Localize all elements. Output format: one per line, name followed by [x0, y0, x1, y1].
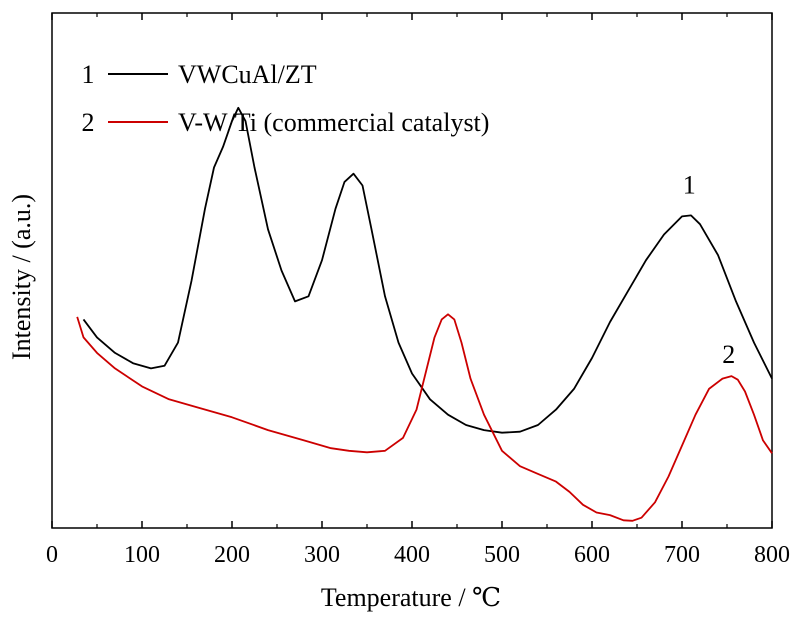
curve-annotations: 12 [683, 170, 736, 369]
x-tick-label: 800 [754, 542, 790, 568]
x-tick-label: 300 [304, 542, 340, 568]
legend-number: 2 [82, 108, 95, 137]
x-tick-label: 400 [394, 542, 430, 568]
plot-area-border [51, 12, 773, 529]
x-axis-label: Temperature / ℃ [321, 583, 501, 612]
series-line-1 [82, 106, 773, 434]
legend-label: V-W/Ti (commercial catalyst) [178, 108, 489, 137]
axis-ticks: 0 100 200 300 400 500 600 700 800 [46, 13, 790, 568]
legend: 1 VWCuAl/ZT 2 V-W/Ti (commercial catalyst) [82, 60, 490, 137]
curve-label: 2 [722, 340, 735, 369]
series-lines [76, 106, 773, 522]
series-line-2 [76, 313, 773, 522]
curve-label: 1 [683, 170, 696, 199]
x-tick-label: 700 [664, 542, 700, 568]
legend-label: VWCuAl/ZT [178, 60, 317, 89]
plot-frame [51, 12, 773, 529]
x-tick-label: 600 [574, 542, 610, 568]
x-tick-label: 100 [124, 542, 160, 568]
legend-number: 1 [82, 60, 95, 89]
y-axis-label: Intensity / (a.u.) [7, 194, 36, 360]
x-tick-label: 200 [214, 542, 250, 568]
x-tick-label: 0 [46, 542, 58, 568]
x-tick-label: 500 [484, 542, 520, 568]
